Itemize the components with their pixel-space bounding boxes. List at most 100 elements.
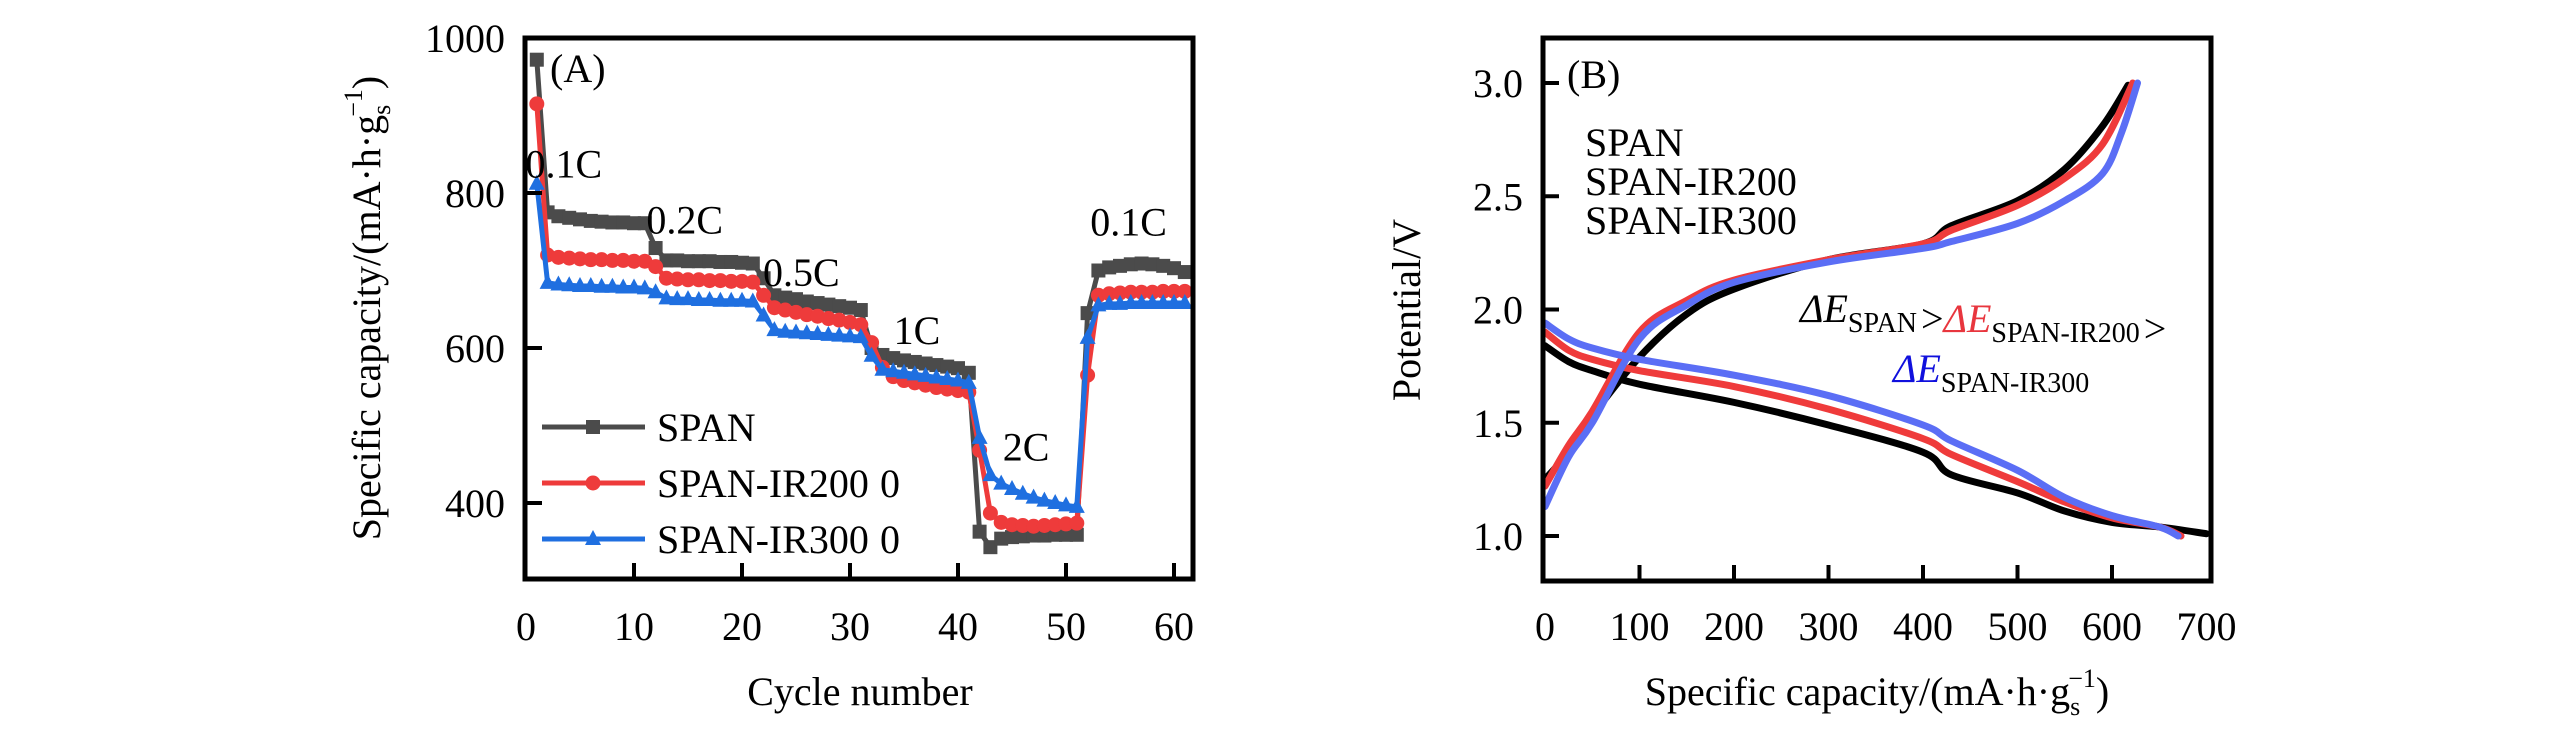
annotation-subscript: SPAN	[1848, 308, 1917, 339]
chart-b-x-axis-title-close: )	[2096, 669, 2109, 714]
data-point	[529, 96, 545, 112]
data-point	[940, 359, 955, 374]
data-point	[648, 259, 664, 275]
chart-a-ticks: 0 10 20 30 40 50 60 400 600 800 1000	[425, 16, 1194, 649]
chart-b: 0 100 200 300 400 500 600 700 1.0 1.5 2.0 2.5 3.0 (B…	[1384, 35, 2237, 721]
data-point	[648, 241, 663, 256]
data-point	[1005, 530, 1019, 545]
data-point	[798, 324, 815, 340]
data-point	[1069, 515, 1085, 531]
chart-a-y-axis-title-sup: −1	[339, 89, 368, 117]
data-point	[820, 325, 837, 341]
legend-label: SPAN	[657, 405, 756, 450]
data-point	[627, 216, 641, 231]
data-point	[712, 273, 728, 289]
data-point	[972, 524, 987, 539]
data-point	[1025, 488, 1042, 504]
chart-b-discharge-curve-span	[1541, 342, 2210, 538]
data-point	[594, 252, 610, 268]
data-point	[843, 300, 857, 315]
data-point	[593, 277, 610, 293]
data-point	[734, 291, 750, 307]
data-point	[1145, 257, 1160, 272]
data-point	[626, 278, 642, 294]
data-point	[1079, 328, 1096, 344]
data-point	[604, 277, 621, 293]
x-tick-label: 40	[938, 604, 978, 649]
rate-label: 0.2C	[646, 197, 723, 242]
data-point	[1058, 496, 1074, 512]
annotation-delta-e: ΔE	[1891, 346, 1941, 391]
data-point	[886, 351, 901, 366]
legend-marker	[586, 420, 600, 434]
data-point	[1113, 258, 1127, 273]
data-point	[1177, 283, 1193, 299]
data-point	[1101, 286, 1117, 302]
data-point	[1036, 517, 1052, 533]
chart-b-annotation: ΔESPAN >ΔESPAN-IR200 >ΔESPAN-IR300	[1798, 286, 2166, 399]
data-point	[1155, 294, 1172, 310]
data-point	[853, 303, 868, 318]
y-tick-label: 400	[445, 481, 505, 526]
y-tick-label: 1000	[425, 16, 505, 61]
data-point	[1166, 294, 1182, 310]
rate-label: 1C	[894, 308, 941, 353]
data-point	[982, 505, 998, 521]
data-point	[583, 213, 598, 228]
annotation-line: ΔESPAN >ΔESPAN-IR200 >	[1798, 286, 2166, 351]
data-point	[1080, 306, 1095, 321]
x-tick-label: 400	[1893, 604, 1953, 649]
chart-a-y-axis-title-sub: s	[367, 105, 396, 115]
data-point	[994, 531, 1009, 546]
data-point	[712, 291, 729, 307]
chart-b-series-span-ir300	[1541, 79, 2182, 540]
data-point	[842, 327, 858, 343]
data-point	[605, 215, 620, 230]
data-point	[874, 360, 891, 376]
x-tick-label: 500	[1988, 604, 2048, 649]
data-point	[1091, 263, 1106, 278]
data-point	[788, 323, 804, 339]
data-point	[1167, 261, 1181, 276]
data-point	[971, 428, 988, 444]
data-point	[573, 212, 587, 227]
data-point	[918, 356, 933, 371]
data-point	[982, 466, 999, 482]
data-point	[550, 249, 566, 265]
data-point	[594, 214, 609, 229]
data-point	[917, 366, 934, 382]
data-point	[615, 278, 632, 294]
data-point	[561, 250, 577, 266]
data-point	[939, 370, 956, 385]
data-point	[582, 277, 599, 292]
data-point	[1166, 283, 1182, 299]
legend-item: SPAN	[542, 405, 756, 450]
data-point	[723, 273, 739, 289]
annotation-delta-e: ΔE	[1798, 286, 1848, 331]
y-tick-label: 3.0	[1473, 61, 1523, 106]
data-point	[680, 290, 696, 306]
legend-item: SPAN-IR300 0	[542, 517, 900, 562]
data-point	[529, 52, 544, 67]
chart-b-x-axis-title: Specific capacity/(mA·h·gs−1)	[1645, 664, 2110, 721]
y-tick-label: 800	[445, 171, 505, 216]
data-point	[1123, 257, 1138, 272]
data-point	[896, 363, 912, 379]
data-point	[691, 254, 706, 269]
data-point	[583, 252, 599, 268]
legend-marker	[585, 530, 601, 545]
data-point	[928, 368, 945, 384]
annotation-subscript: SPAN-IR200	[1991, 318, 2139, 349]
data-point	[993, 474, 1010, 490]
chart-a-y-axis-title-close: )	[344, 76, 389, 89]
data-point	[1015, 529, 1030, 544]
data-point	[821, 297, 836, 312]
data-point	[1068, 497, 1085, 513]
x-tick-label: 20	[722, 604, 762, 649]
data-point	[951, 361, 965, 376]
data-point	[1015, 517, 1031, 533]
x-tick-label: 30	[830, 604, 870, 649]
data-point	[1155, 283, 1171, 299]
